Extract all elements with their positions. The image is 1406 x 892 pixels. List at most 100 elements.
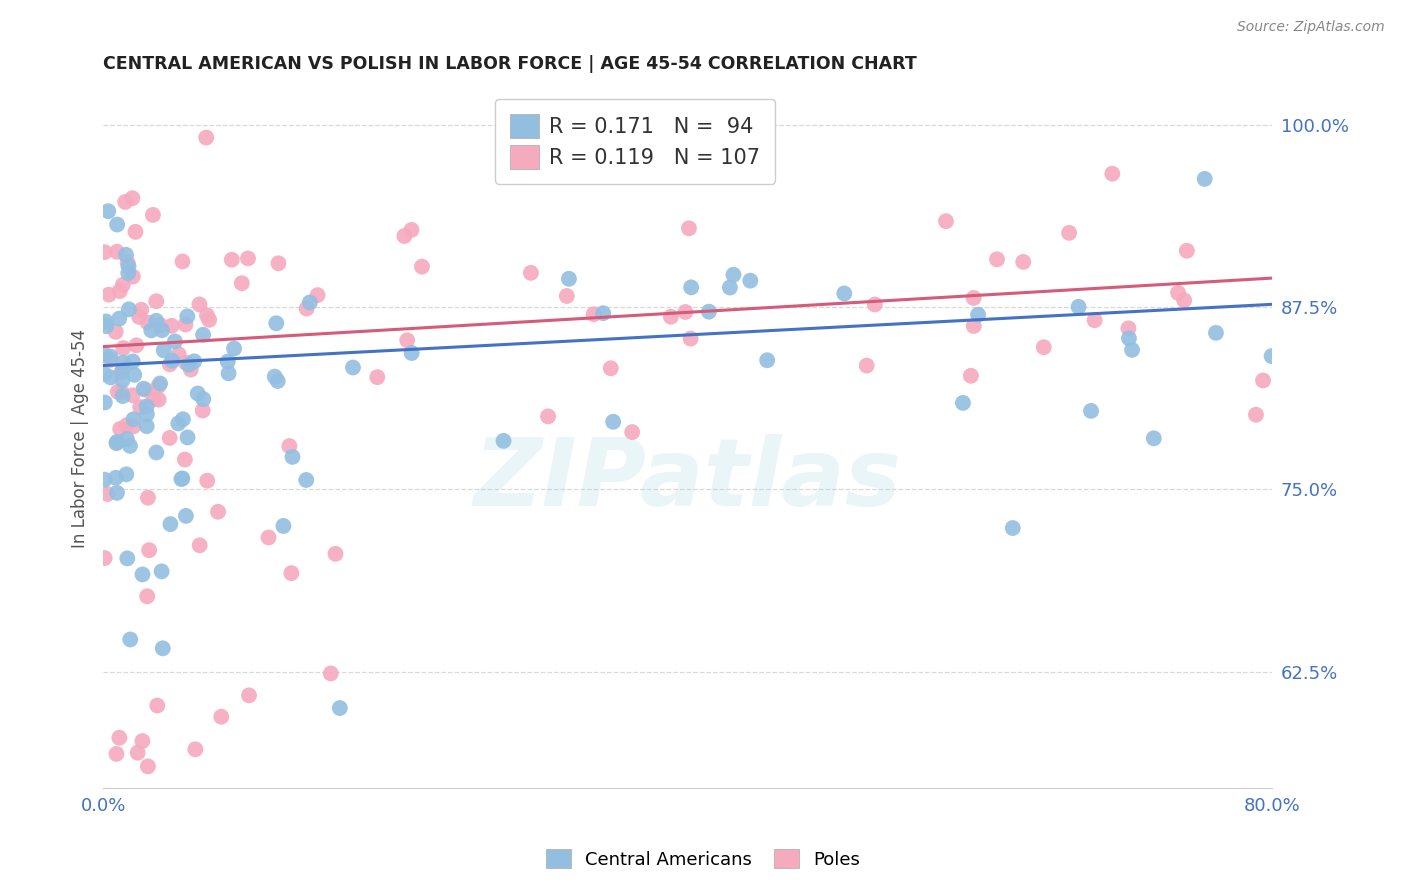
Point — [1001, 521, 1024, 535]
Point — [222, 342, 245, 356]
Point — [1143, 431, 1166, 445]
Point — [100, 353, 122, 368]
Point — [1175, 244, 1198, 258]
Point — [104, 325, 127, 339]
Point — [159, 517, 181, 532]
Point — [267, 374, 290, 388]
Point — [176, 430, 198, 444]
Point — [697, 304, 720, 318]
Point — [115, 432, 138, 446]
Point — [136, 316, 159, 330]
Point — [537, 409, 560, 424]
Point — [952, 396, 974, 410]
Point — [108, 311, 131, 326]
Point — [131, 567, 153, 582]
Point — [329, 701, 352, 715]
Point — [117, 266, 139, 280]
Point — [221, 252, 243, 267]
Point — [401, 223, 423, 237]
Point — [967, 308, 990, 322]
Point — [111, 373, 134, 387]
Point — [681, 280, 703, 294]
Point — [1205, 326, 1227, 340]
Point — [180, 362, 202, 376]
Point — [111, 389, 134, 403]
Point — [174, 318, 197, 332]
Point — [118, 302, 141, 317]
Point — [122, 419, 145, 434]
Point — [555, 289, 578, 303]
Point — [149, 318, 172, 332]
Point — [94, 395, 117, 409]
Point — [115, 248, 138, 262]
Point — [236, 252, 259, 266]
Point — [145, 294, 167, 309]
Point — [110, 365, 132, 379]
Point — [105, 436, 128, 450]
Point — [150, 565, 173, 579]
Point — [678, 221, 700, 235]
Point — [659, 310, 682, 324]
Point — [723, 268, 745, 282]
Point — [105, 747, 128, 761]
Legend: R = 0.171   N =  94, R = 0.119   N = 107: R = 0.171 N = 94, R = 0.119 N = 107 — [495, 99, 775, 184]
Point — [174, 452, 197, 467]
Point — [184, 742, 207, 756]
Text: ZIPatlas: ZIPatlas — [474, 434, 901, 526]
Point — [105, 434, 128, 449]
Point — [863, 297, 886, 311]
Point — [96, 487, 118, 501]
Point — [174, 508, 197, 523]
Point — [136, 589, 159, 603]
Point — [1167, 285, 1189, 300]
Point — [124, 225, 146, 239]
Point — [162, 353, 184, 368]
Point — [135, 383, 157, 397]
Point — [117, 551, 139, 566]
Point — [145, 445, 167, 459]
Point — [679, 332, 702, 346]
Point — [105, 486, 128, 500]
Point — [148, 379, 170, 393]
Point — [319, 666, 342, 681]
Point — [832, 286, 855, 301]
Point — [396, 333, 419, 347]
Point — [935, 214, 957, 228]
Point — [122, 412, 145, 426]
Legend: Central Americans, Poles: Central Americans, Poles — [538, 842, 868, 876]
Point — [94, 348, 117, 362]
Point — [97, 287, 120, 301]
Point — [93, 473, 115, 487]
Point — [110, 385, 132, 400]
Point — [298, 295, 321, 310]
Point — [195, 130, 218, 145]
Point — [152, 343, 174, 358]
Point — [592, 306, 614, 320]
Point — [1118, 321, 1140, 335]
Point — [100, 370, 122, 384]
Point — [117, 255, 139, 269]
Point — [122, 368, 145, 382]
Point — [93, 368, 115, 382]
Point — [129, 400, 152, 414]
Point — [718, 280, 741, 294]
Point — [142, 392, 165, 407]
Point — [136, 759, 159, 773]
Point — [160, 318, 183, 333]
Point — [135, 400, 157, 414]
Point — [740, 274, 762, 288]
Point — [1173, 293, 1195, 308]
Point — [193, 392, 215, 406]
Point — [149, 376, 172, 391]
Point — [111, 361, 134, 376]
Point — [131, 302, 153, 317]
Point — [231, 277, 253, 291]
Point — [195, 308, 218, 322]
Point — [963, 318, 986, 333]
Point — [207, 505, 229, 519]
Point — [108, 422, 131, 436]
Point — [582, 307, 605, 321]
Point — [105, 218, 128, 232]
Point — [960, 368, 983, 383]
Point — [1121, 343, 1143, 357]
